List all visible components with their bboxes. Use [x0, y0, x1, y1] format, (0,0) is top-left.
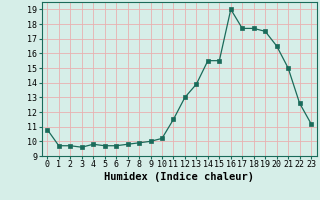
- X-axis label: Humidex (Indice chaleur): Humidex (Indice chaleur): [104, 172, 254, 182]
